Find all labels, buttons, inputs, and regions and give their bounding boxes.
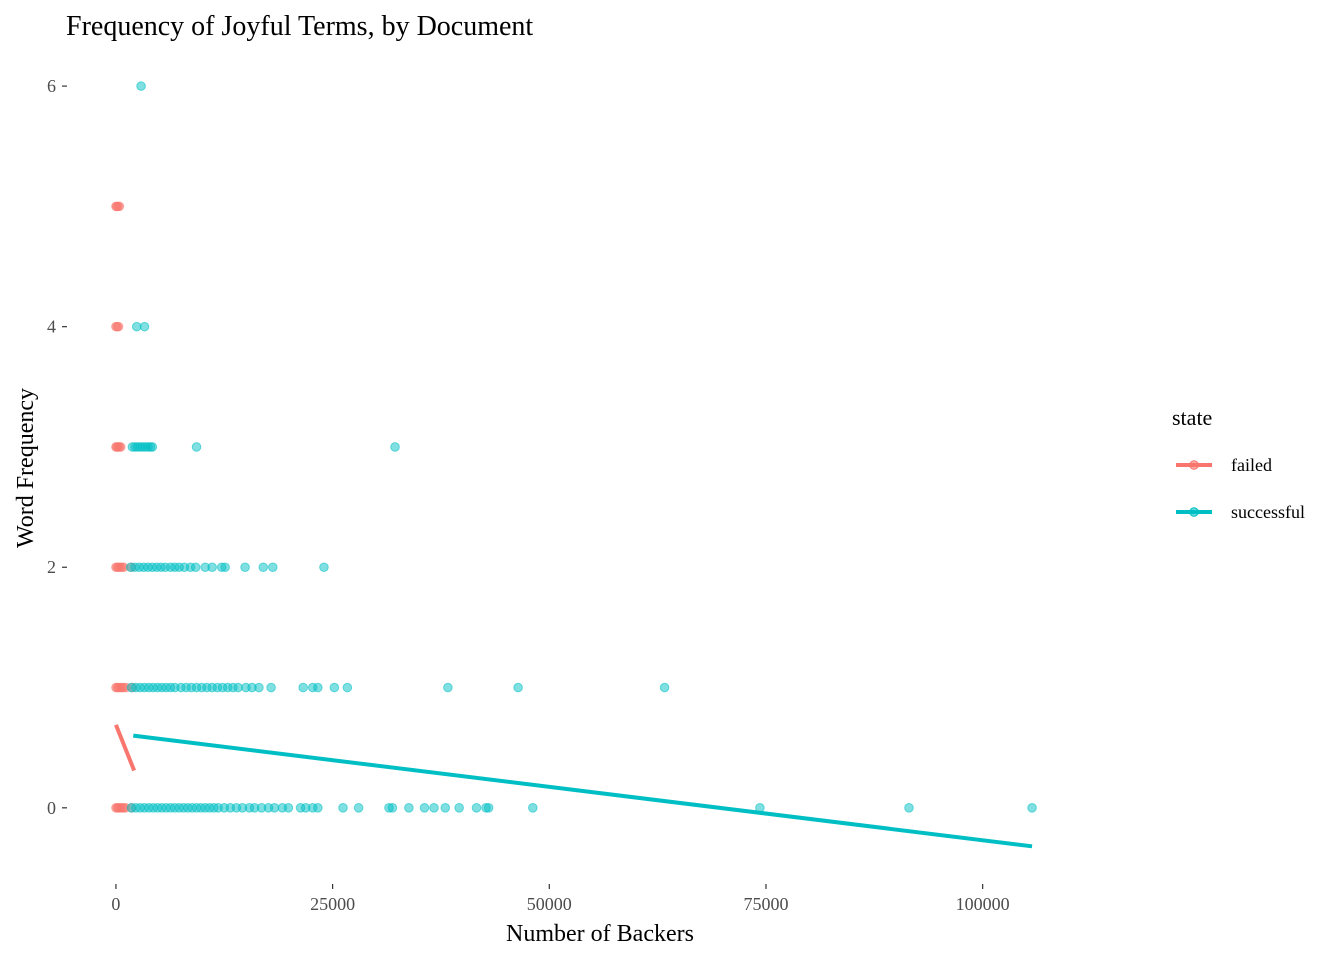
point-successful: [268, 562, 278, 573]
point-successful: [319, 562, 329, 573]
y-axis: 0 2 4 6: [47, 76, 67, 818]
legend-key-point-failed: [1189, 460, 1199, 470]
legend: state failed successful: [1172, 405, 1305, 522]
point-successful: [338, 803, 348, 813]
x-tick-label: 50000: [527, 894, 572, 914]
point-successful: [266, 682, 276, 693]
x-tick-label: 25000: [310, 894, 355, 914]
trend-line-failed: [114, 724, 136, 772]
x-tick-label: 0: [111, 894, 120, 914]
legend-title: state: [1172, 405, 1212, 430]
point-successful: [429, 803, 439, 813]
point-successful: [387, 803, 398, 813]
point-successful: [136, 81, 146, 91]
point-successful: [313, 803, 323, 813]
point-successful: [298, 682, 308, 693]
point-successful: [254, 682, 264, 693]
point-successful: [329, 682, 340, 693]
point-successful: [220, 562, 230, 573]
point-successful: [904, 803, 914, 813]
point-successful: [258, 562, 269, 573]
point-successful: [240, 562, 250, 573]
x-axis-title: Number of Backers: [506, 921, 694, 947]
y-tick-label: 0: [47, 798, 56, 818]
legend-label-failed: failed: [1231, 455, 1272, 475]
x-axis: 0 25000 50000 75000 100000: [111, 884, 1010, 914]
point-successful: [404, 803, 414, 813]
y-axis-title: Word Frequency: [13, 388, 39, 548]
point-successful: [283, 803, 294, 813]
legend-key-point-successful: [1189, 507, 1199, 517]
point-successful: [454, 803, 464, 813]
point-successful: [191, 442, 202, 452]
point-successful: [313, 682, 323, 693]
point-successful: [440, 803, 451, 813]
point-successful: [659, 682, 670, 693]
point-successful: [528, 803, 538, 813]
point-successful: [471, 803, 482, 813]
data-points: [111, 81, 1037, 813]
x-tick-label: 100000: [956, 894, 1010, 914]
point-successful: [1027, 803, 1037, 813]
point-successful: [513, 682, 523, 693]
legend-label-successful: successful: [1231, 502, 1305, 522]
point-successful: [353, 803, 364, 813]
y-tick-label: 4: [47, 317, 56, 337]
point-failed: [113, 321, 124, 332]
chart-title: Frequency of Joyful Terms, by Document: [66, 11, 533, 42]
point-successful: [147, 442, 158, 452]
trend-lines: [114, 724, 1033, 849]
y-tick-label: 2: [47, 557, 56, 577]
point-failed: [114, 201, 125, 212]
point-successful: [390, 442, 400, 452]
point-successful: [139, 321, 150, 332]
trend-line-successful: [133, 733, 1033, 849]
point-successful: [443, 682, 453, 693]
point-successful: [483, 803, 494, 813]
y-tick-label: 6: [47, 76, 56, 96]
point-successful: [190, 562, 201, 573]
x-tick-label: 75000: [743, 894, 788, 914]
point-failed: [115, 442, 126, 452]
point-successful: [207, 562, 217, 573]
point-successful: [419, 803, 430, 813]
point-successful: [342, 682, 353, 693]
